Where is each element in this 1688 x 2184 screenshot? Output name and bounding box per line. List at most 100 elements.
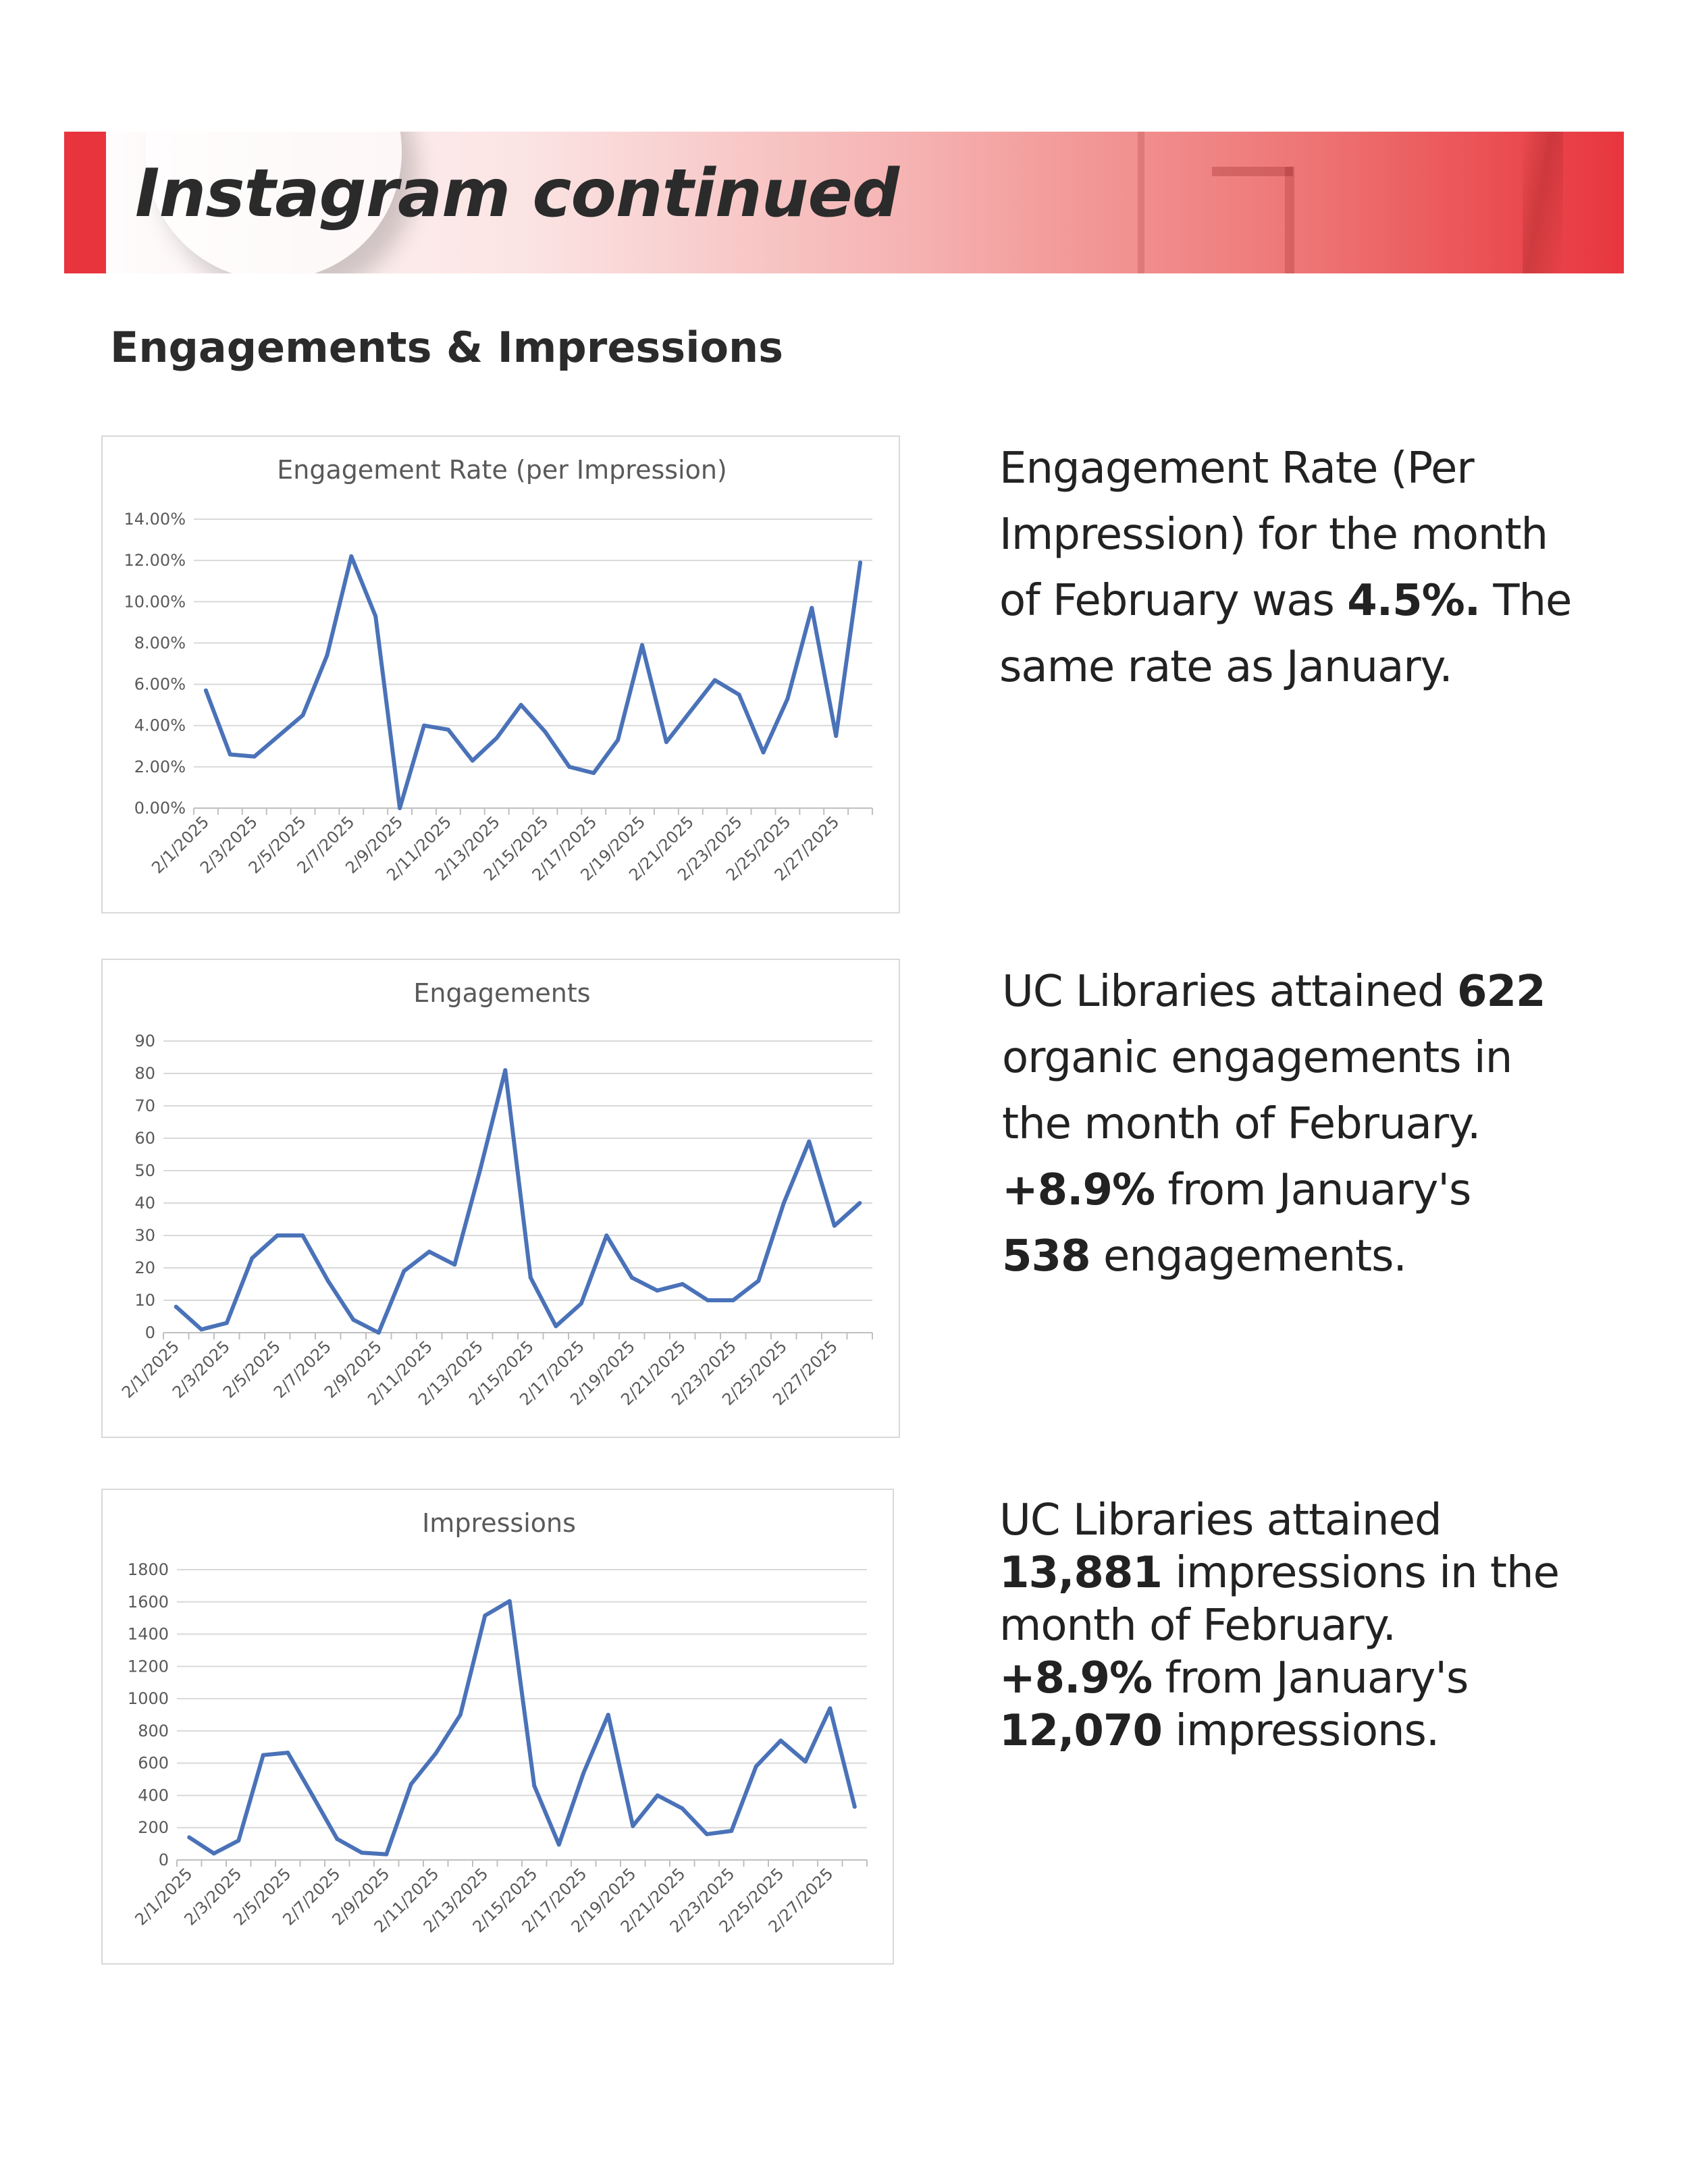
data-point (852, 1805, 857, 1809)
data-point (754, 1764, 758, 1769)
data-point (252, 754, 257, 759)
y-tick-label: 400 (138, 1786, 169, 1805)
impressions-total: 13,881 (999, 1548, 1163, 1598)
data-point (211, 1851, 216, 1856)
banner-accent-bar (64, 132, 106, 273)
data-point (664, 740, 668, 745)
y-tick-label: 80 (134, 1064, 155, 1083)
data-point (567, 764, 572, 769)
data-point (655, 1288, 660, 1293)
data-point (446, 727, 450, 732)
data-point (494, 736, 499, 741)
data-point (543, 729, 548, 734)
data-point (408, 1782, 413, 1786)
data-point (351, 1317, 356, 1322)
y-tick-label: 4.00% (134, 716, 186, 735)
data-point (834, 734, 839, 738)
data-point (402, 1269, 406, 1273)
data-point (712, 678, 717, 683)
data-point (591, 771, 596, 776)
y-tick-label: 90 (134, 1032, 155, 1050)
data-point (616, 738, 621, 743)
data-point (275, 1233, 280, 1237)
y-tick-label: 30 (134, 1226, 155, 1245)
data-point (286, 1751, 290, 1755)
data-point (376, 1331, 381, 1335)
impressions-change: +8.9% (999, 1653, 1153, 1703)
data-point (807, 1139, 812, 1144)
rate-value: 4.5%. (1347, 576, 1481, 626)
y-tick-label: 70 (134, 1096, 155, 1115)
data-point (236, 1838, 241, 1843)
data-point (779, 1738, 783, 1743)
series-line (203, 554, 863, 810)
y-tick-label: 600 (138, 1754, 169, 1773)
impressions-text-3: from January's (1152, 1653, 1469, 1703)
impressions-description: UC Libraries attained 13,881 impressions… (999, 1494, 1560, 1757)
data-point (631, 1823, 635, 1828)
y-tick-label: 0.00% (134, 799, 186, 818)
data-point (250, 1256, 255, 1260)
data-point (704, 1832, 709, 1836)
engagement-rate-description: Engagement Rate (Per Impression) for the… (999, 435, 1593, 700)
y-tick-label: 0 (159, 1850, 169, 1869)
impressions-chart-svg: Impressions 0 200 400 600 800 1000 1200 1400 1600… (128, 1508, 868, 1936)
data-point (224, 1321, 229, 1325)
data-point (532, 1784, 537, 1788)
data-point (737, 692, 741, 697)
data-point (640, 643, 645, 647)
y-tick-label: 2.00% (134, 757, 186, 776)
y-tick-label: 50 (134, 1161, 155, 1180)
rate-text-2: The same rate as January. (999, 576, 1572, 692)
chart-title: Engagements (413, 978, 590, 1008)
data-point (680, 1806, 685, 1811)
data-point (384, 1852, 389, 1857)
impressions-chart: Impressions 0 200 400 600 800 1000 1200 1400 1600… (101, 1489, 894, 1965)
data-point (581, 1771, 586, 1775)
section-heading: Engagements & Impressions (110, 323, 784, 372)
engagements-text-2: organic engagements in the month of Febr… (1002, 1033, 1512, 1149)
data-point (325, 1279, 330, 1283)
rate-text-1: Engagement Rate (Per Impression) for the… (999, 444, 1548, 626)
data-point (832, 1223, 837, 1228)
banner-fold-decoration (1138, 132, 1144, 273)
data-point (858, 560, 863, 565)
y-tick-label: 8.00% (134, 633, 186, 652)
data-point (187, 1835, 192, 1840)
y-tick-label: 60 (134, 1129, 155, 1148)
data-point (606, 1713, 610, 1717)
header-banner (64, 132, 1624, 273)
data-point (300, 713, 305, 718)
data-point (458, 1713, 463, 1717)
data-point (433, 1751, 438, 1756)
data-point (470, 758, 475, 763)
chart-title: Impressions (422, 1508, 576, 1538)
engagements-chart-svg: Engagements01020304050607080902/1/20252/… (118, 978, 873, 1409)
data-point (680, 1282, 685, 1286)
data-point (731, 1298, 735, 1302)
engagement-rate-chart: Engagement Rate (per Impression) 0.00% 2.0… (101, 435, 900, 913)
data-point (199, 1327, 204, 1332)
y-tick-label: 10 (134, 1291, 155, 1310)
data-point (655, 1793, 660, 1798)
impressions-text-1: UC Libraries attained (999, 1495, 1442, 1545)
y-tick-label: 1000 (128, 1689, 169, 1708)
data-point (483, 1614, 487, 1618)
y-tick-label: 10.00% (124, 592, 186, 611)
engagements-change: +8.9% (1002, 1165, 1155, 1215)
engagements-text-3: from January's (1155, 1165, 1471, 1215)
data-point (359, 1850, 364, 1855)
data-point (477, 1169, 482, 1173)
data-point (785, 696, 790, 701)
y-tick-label: 6.00% (134, 675, 186, 694)
data-point (174, 1304, 178, 1309)
banner-fold-decoration (1523, 132, 1563, 273)
data-point (507, 1599, 512, 1603)
data-point (427, 1250, 431, 1254)
data-point (629, 1275, 634, 1280)
chart-title: Engagement Rate (per Impression) (277, 455, 727, 485)
y-tick-label: 1600 (128, 1593, 169, 1612)
data-point (203, 688, 208, 693)
data-point (519, 703, 523, 708)
engagements-total: 622 (1456, 967, 1546, 1017)
